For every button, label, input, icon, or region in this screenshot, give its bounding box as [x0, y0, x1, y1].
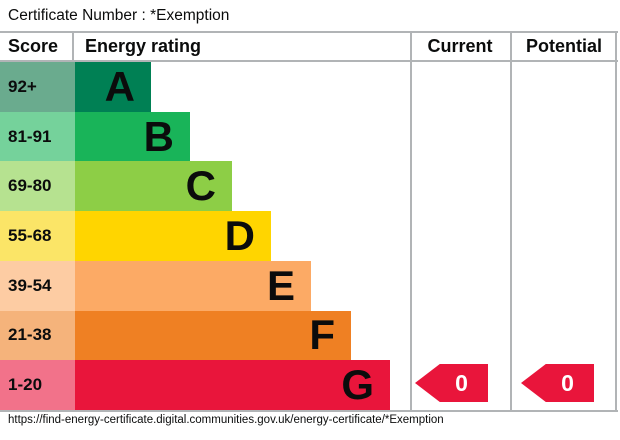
band-row-e: 39-54 E	[0, 260, 618, 311]
band-bar-c: C	[75, 161, 232, 212]
band-row-b: 81-91 B	[0, 111, 618, 162]
current-rating-value: 0	[455, 369, 468, 396]
potential-column-divider	[510, 33, 512, 410]
band-bar-g: G	[75, 360, 390, 411]
energy-rating-chart: Score Energy rating Current Potential 92…	[0, 31, 618, 412]
score-range-label: 39-54	[0, 260, 75, 311]
band-bar-f: F	[75, 310, 351, 361]
certificate-url: https://find-energy-certificate.digital.…	[8, 414, 444, 426]
header-current: Current	[427, 36, 493, 56]
score-range-label: 69-80	[0, 161, 75, 212]
band-rows: 92+ A 81-91 B 69-80 C 55-68 D 39-54 E 21-38 F 1-20 G	[0, 62, 618, 411]
band-bar-e: E	[75, 260, 311, 311]
band-row-g: 1-20 G	[0, 360, 618, 411]
header-underline	[0, 60, 618, 62]
band-bar-a: A	[75, 62, 151, 112]
band-bar-b: B	[75, 111, 190, 162]
band-row-c: 69-80 C	[0, 161, 618, 212]
header-energy-rating: Energy rating	[85, 36, 202, 56]
band-bar-d: D	[75, 211, 271, 261]
header-score: Score	[8, 36, 59, 56]
score-column-divider	[72, 33, 74, 60]
current-column-divider	[410, 33, 412, 410]
band-row-a: 92+ A	[0, 62, 618, 112]
chart-right-border	[615, 33, 617, 410]
potential-rating-value: 0	[561, 369, 574, 396]
score-range-label: 1-20	[0, 360, 75, 411]
header-potential: Potential	[525, 36, 602, 56]
certificate-number-title: Certificate Number : *Exemption	[8, 7, 230, 24]
score-range-label: 55-68	[0, 211, 75, 261]
score-range-label: 81-91	[0, 111, 75, 162]
band-row-d: 55-68 D	[0, 211, 618, 261]
band-row-f: 21-38 F	[0, 310, 618, 361]
score-range-label: 21-38	[0, 310, 75, 361]
score-range-label: 92+	[0, 62, 75, 112]
